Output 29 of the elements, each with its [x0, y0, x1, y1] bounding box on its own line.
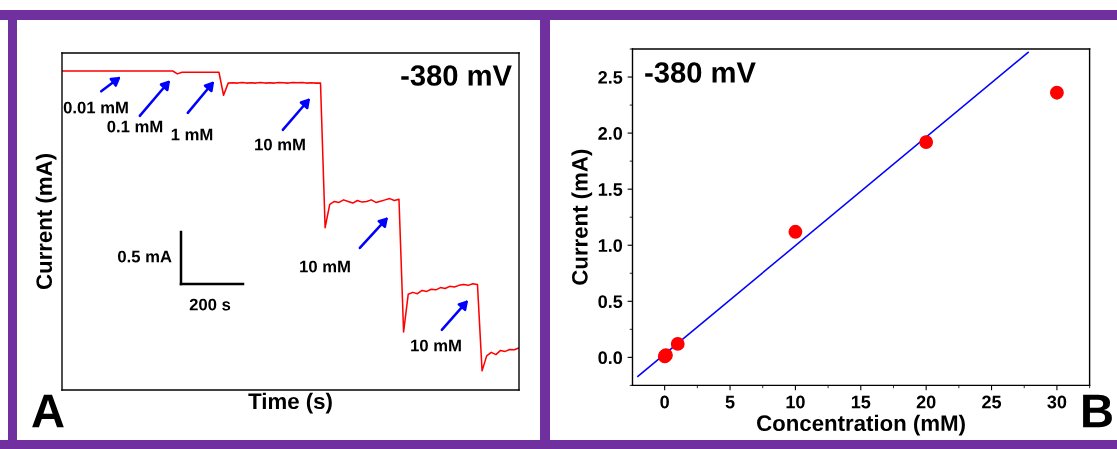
annotation: 10 mM: [255, 138, 305, 151]
y-tick-label: 1.5: [598, 183, 623, 196]
annotation: 1 mM: [171, 128, 213, 141]
annotation: 10 mM: [411, 339, 461, 352]
x-tick-label: 20: [916, 395, 936, 409]
y-tick-label: 0.5: [598, 295, 623, 309]
x-axis-title: Time (s): [248, 392, 332, 414]
text: A: [32, 394, 64, 428]
x-tick-label: 5: [725, 395, 735, 409]
x-tick-label: 10: [786, 395, 805, 409]
annotation: 10 mM: [300, 260, 350, 273]
annotation: 0.01 mM: [63, 101, 128, 114]
y-axis-title: Current (mA): [571, 149, 593, 285]
x-tick-label: 0: [660, 395, 669, 409]
annotation: -380 mV: [401, 65, 512, 86]
annotation: -380 mV: [645, 62, 756, 83]
annotation: 0.5 mA: [118, 250, 172, 263]
x-tick-label: 30: [1047, 395, 1067, 409]
annotation: 200 s: [189, 298, 231, 311]
x-tick-label: 25: [982, 395, 1002, 409]
y-tick-label: 0.0: [598, 351, 623, 365]
x-tick-label: 15: [851, 395, 871, 409]
y-tick-label: 2.0: [598, 127, 623, 140]
y-tick-label: 1.0: [598, 239, 623, 252]
y-axis-title: Current (mA): [35, 154, 57, 290]
y-tick-label: 2.5: [598, 70, 623, 84]
x-axis-title: Concentration (mM): [757, 414, 965, 436]
annotation: 0.1 mM: [107, 120, 163, 133]
text: B: [1083, 394, 1112, 428]
